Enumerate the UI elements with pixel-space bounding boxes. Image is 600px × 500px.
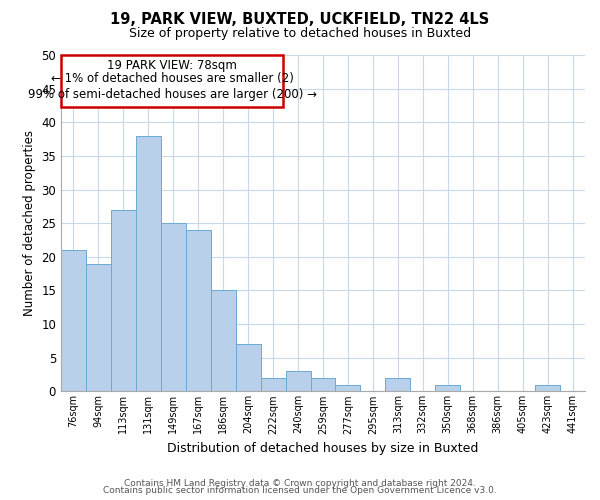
- X-axis label: Distribution of detached houses by size in Buxted: Distribution of detached houses by size …: [167, 442, 479, 455]
- Bar: [435, 384, 460, 392]
- Text: ← 1% of detached houses are smaller (2): ← 1% of detached houses are smaller (2): [50, 72, 293, 85]
- Text: 99% of semi-detached houses are larger (200) →: 99% of semi-detached houses are larger (…: [28, 88, 317, 101]
- Bar: [111, 210, 136, 392]
- Bar: [186, 230, 211, 392]
- Bar: [86, 264, 111, 392]
- Bar: [385, 378, 410, 392]
- Bar: [161, 223, 186, 392]
- Bar: [61, 250, 86, 392]
- Bar: [211, 290, 236, 392]
- Bar: [136, 136, 161, 392]
- Bar: [286, 371, 311, 392]
- Bar: [335, 384, 361, 392]
- Text: Contains public sector information licensed under the Open Government Licence v3: Contains public sector information licen…: [103, 486, 497, 495]
- Text: Contains HM Land Registry data © Crown copyright and database right 2024.: Contains HM Land Registry data © Crown c…: [124, 478, 476, 488]
- Bar: [535, 384, 560, 392]
- Bar: [260, 378, 286, 392]
- Y-axis label: Number of detached properties: Number of detached properties: [23, 130, 35, 316]
- Bar: [311, 378, 335, 392]
- Text: Size of property relative to detached houses in Buxted: Size of property relative to detached ho…: [129, 28, 471, 40]
- FancyBboxPatch shape: [61, 55, 283, 108]
- Text: 19 PARK VIEW: 78sqm: 19 PARK VIEW: 78sqm: [107, 58, 237, 71]
- Text: 19, PARK VIEW, BUXTED, UCKFIELD, TN22 4LS: 19, PARK VIEW, BUXTED, UCKFIELD, TN22 4L…: [110, 12, 490, 28]
- Bar: [236, 344, 260, 392]
